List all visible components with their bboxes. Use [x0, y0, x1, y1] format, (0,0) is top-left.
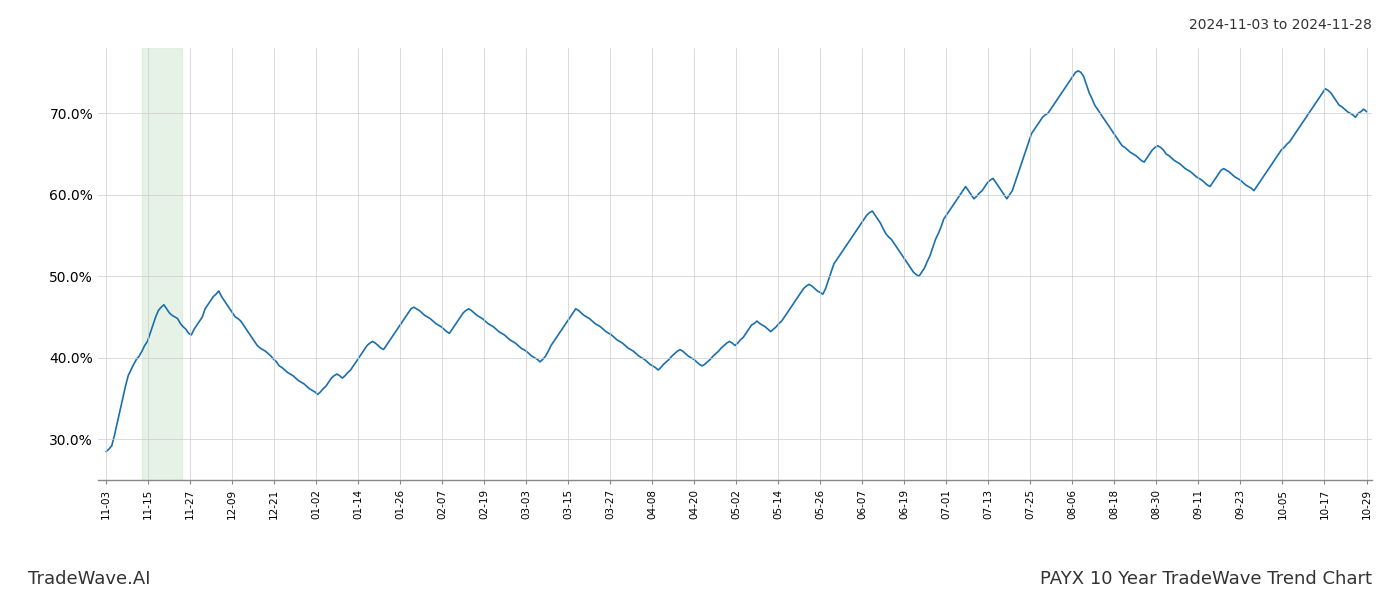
Text: TradeWave.AI: TradeWave.AI: [28, 570, 151, 588]
Text: 2024-11-03 to 2024-11-28: 2024-11-03 to 2024-11-28: [1189, 18, 1372, 32]
Bar: [141, 48, 182, 480]
Text: PAYX 10 Year TradeWave Trend Chart: PAYX 10 Year TradeWave Trend Chart: [1040, 570, 1372, 588]
